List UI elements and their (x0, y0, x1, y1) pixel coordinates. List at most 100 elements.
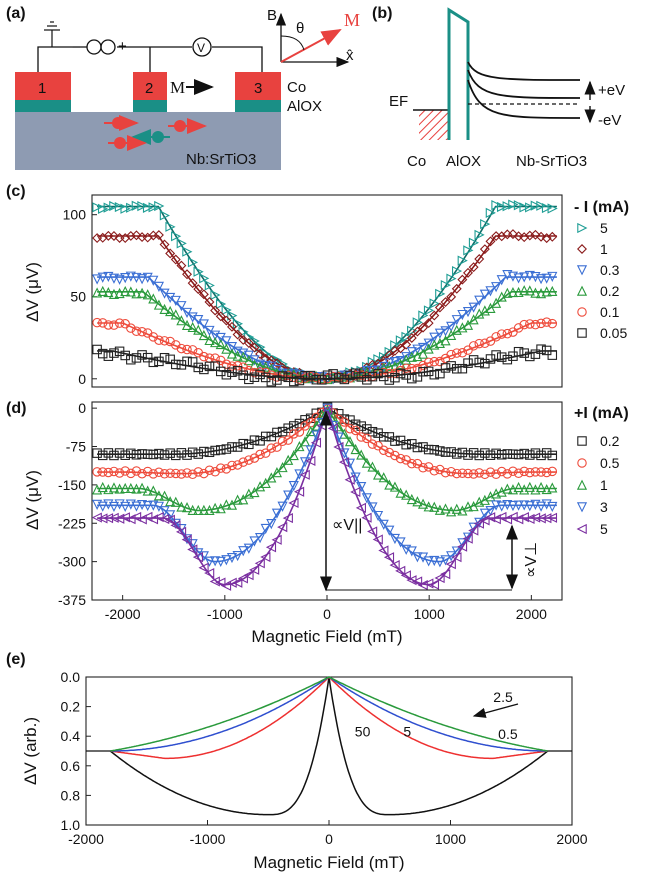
data-point (165, 448, 175, 458)
data-point (434, 557, 445, 568)
data-point (440, 279, 451, 291)
data-point (384, 525, 395, 536)
data-point (502, 287, 513, 298)
data-point (547, 203, 558, 214)
data-point (260, 477, 271, 488)
data-point (434, 572, 445, 584)
xtick-label: 0 (325, 831, 333, 847)
data-point (452, 468, 462, 479)
data-point (468, 262, 479, 273)
data-point (277, 522, 288, 533)
data-point (384, 479, 395, 490)
data-point (131, 483, 142, 494)
data-point (232, 494, 243, 505)
panel-c: (c) 0 50 100 ΔV (μV) - I (mA) 5 1 0.3 0.2 0.1 0… (6, 183, 629, 388)
data-point (289, 376, 299, 387)
data-point (120, 203, 131, 214)
legend-label: 5 (600, 521, 608, 537)
data-point (519, 484, 530, 495)
data-point (513, 500, 524, 511)
data-point (148, 275, 159, 286)
data-point (232, 442, 243, 452)
panel-label-e: (e) (6, 651, 26, 668)
data-point (468, 355, 479, 365)
data-point (491, 350, 501, 360)
data-point (468, 448, 479, 458)
data-point (193, 467, 204, 477)
legend-marker (576, 502, 588, 513)
data-point (536, 318, 546, 329)
data-point (266, 519, 277, 530)
series-fit-line (97, 408, 557, 455)
data-point (412, 372, 423, 382)
data-point (479, 244, 490, 255)
plot-c-legend: - I (mA) 5 1 0.3 0.2 0.1 0.05 (574, 199, 629, 341)
data-point (136, 514, 147, 525)
data-point (502, 483, 513, 494)
data-point (372, 469, 384, 480)
contact-3 (235, 72, 281, 100)
data-point (199, 351, 209, 362)
data-point (131, 272, 142, 283)
data-point (384, 360, 395, 372)
data-point (468, 237, 480, 248)
data-point (445, 559, 456, 570)
data-point (232, 550, 243, 562)
data-point (513, 231, 524, 242)
data-point (491, 282, 502, 293)
data-point (125, 271, 136, 282)
data-point (524, 270, 535, 282)
data-point (249, 359, 260, 370)
data-point (300, 421, 310, 431)
data-point (417, 498, 429, 509)
data-point (333, 421, 344, 432)
data-point (457, 468, 468, 478)
legend-marker (577, 436, 587, 446)
data-point (446, 447, 456, 457)
data-point (299, 436, 311, 447)
data-point (265, 542, 277, 553)
data-point (535, 501, 547, 512)
current-source-icon (86, 39, 102, 55)
data-point (125, 514, 136, 525)
data-point (462, 533, 473, 544)
data-point (446, 551, 457, 562)
data-point (126, 354, 136, 365)
data-point (373, 368, 383, 379)
data-point (92, 274, 103, 285)
data-point (92, 317, 102, 328)
data-point (496, 201, 508, 213)
data-point (451, 283, 462, 294)
data-point (395, 487, 406, 498)
data-point (137, 468, 147, 479)
data-point (277, 426, 288, 437)
data-point (435, 464, 445, 475)
data-point (170, 295, 181, 307)
data-point (187, 544, 198, 555)
data-point (412, 326, 423, 337)
data-point (507, 286, 519, 298)
data-point (412, 442, 423, 453)
data-point (92, 467, 102, 477)
data-point (210, 445, 220, 456)
data-point (362, 424, 372, 434)
data-point (547, 501, 558, 513)
data-point (322, 370, 333, 380)
data-point (367, 439, 378, 449)
data-point (412, 317, 423, 328)
series-fit-line (97, 322, 557, 380)
data-point (373, 428, 383, 438)
data-point (204, 556, 215, 567)
data-point (468, 314, 479, 325)
data-point (452, 348, 462, 358)
data-point (288, 481, 299, 492)
data-point (210, 336, 221, 348)
ytick-label: 1.0 (61, 817, 81, 833)
data-point (530, 200, 541, 211)
inset-m-label: M (344, 10, 360, 30)
data-point (176, 238, 187, 249)
data-point (401, 363, 411, 374)
data-point (300, 371, 310, 381)
contact-1 (15, 72, 71, 100)
plot-d-ticks: 0 -75 -150 -225 -300 -375 -2000 -1000 0 1000 2000 (58, 400, 547, 622)
